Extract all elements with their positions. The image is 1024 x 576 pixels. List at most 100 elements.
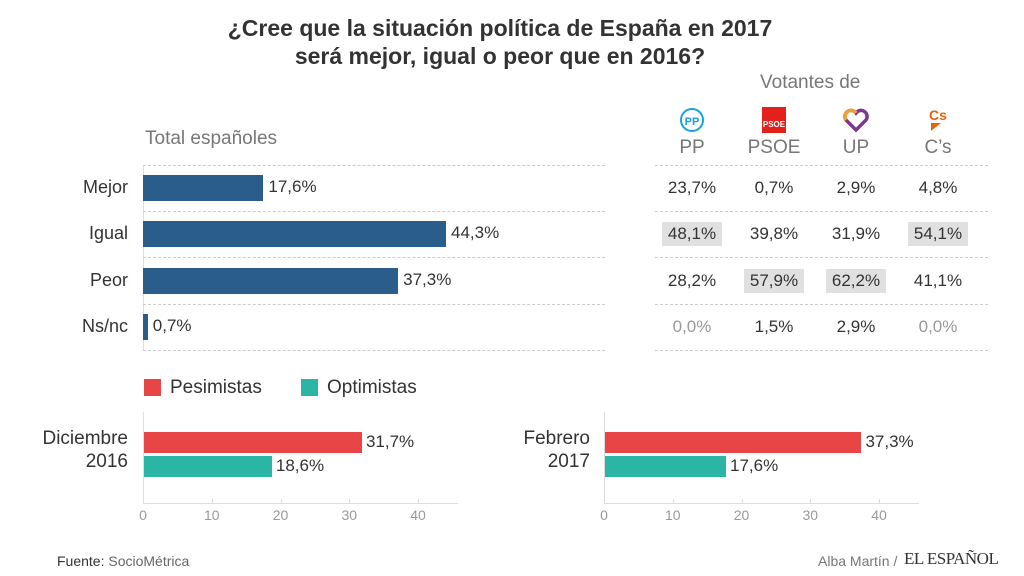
x-tick [604,499,605,504]
psoe-logo-icon: PSOE [760,107,788,133]
bar-igual [143,221,446,247]
bar-value-label: 17,6% [268,177,317,196]
legend-label-pesimistas: Pesimistas [170,377,262,398]
bar-value-label: 0,7% [152,316,192,335]
row-divider [655,350,988,351]
x-tick-label: 10 [203,507,220,523]
bar-mejor [143,175,264,201]
bar-optimistas [605,456,726,477]
row-divider [655,257,988,258]
title-line-2: será mejor, igual o peor que en 2016? [294,43,706,69]
source: Fuente: SocioMétrica [57,553,189,569]
row-divider [655,165,988,166]
table-cell: 57,9% [744,269,804,293]
category-label: 2016 [85,451,128,472]
row-divider [655,211,988,212]
x-tick [143,499,144,504]
x-axis [604,503,919,504]
row-divider [143,304,605,305]
source-value: SocioMétrica [108,553,190,569]
bar-value-label: 37,3% [865,432,914,451]
x-tick-label: 30 [341,507,358,523]
x-tick [349,499,351,504]
x-tick-label: 0 [600,507,608,523]
legend-swatch-optimistas [301,379,318,396]
x-tick-label: 20 [733,507,750,523]
category-label: 2017 [547,451,590,472]
legend-label-optimistas: Optimistas [327,377,417,398]
bar-pesimistas [605,432,862,453]
table-cell: 0,0% [672,317,712,336]
chart-title: ¿Cree que la situación política de Españ… [0,14,1000,70]
table-cell: 31,9% [831,224,881,243]
category-label: Igual [88,223,128,243]
table-cell: 28,2% [667,271,717,290]
svg-text:PSOE: PSOE [763,120,786,129]
row-divider [143,350,605,351]
x-tick [418,499,419,504]
table-cell: 41,1% [913,271,963,290]
total-subtitle: Total españoles [145,128,278,149]
x-tick-label: 20 [272,507,289,523]
category-label: Mejor [82,177,128,197]
legend-swatch-pesimistas [144,379,161,396]
x-tick [741,499,743,504]
row-divider [143,165,605,166]
bar-value-label: 44,3% [451,223,500,242]
table-cell: 48,1% [662,222,722,246]
author: Alba Martín / [818,553,898,569]
y-axis [143,412,144,504]
title-line-1: ¿Cree que la situación política de Españ… [227,15,773,41]
bar-peor [143,268,399,294]
category-label: Peor [89,270,128,290]
bar-value-label: 31,7% [365,432,415,451]
svg-text:PP: PP [685,116,700,128]
x-tick-label: 40 [410,507,426,523]
x-tick-label: 30 [802,507,819,523]
column-header: C’s [924,137,952,158]
bar-value-label: 18,6% [275,456,325,475]
x-tick-label: 0 [139,507,147,523]
x-tick [211,499,213,504]
table-cell: 23,7% [667,178,717,197]
table-cell: 62,2% [826,269,886,293]
table-cell: 1,5% [754,317,794,336]
table-cell: 54,1% [908,222,968,246]
bar-value-label: 37,3% [403,270,452,289]
table-cell: 0,0% [918,317,958,336]
table-cell: 2,9% [836,317,876,336]
source-label: Fuente: [57,553,105,569]
el-espanol-logo: EL ESPAÑOL [904,549,999,568]
table-cell: 0,7% [754,178,794,197]
x-tick [672,499,674,504]
bar-pesimistas [144,432,362,453]
category-label: Ns/nc [81,316,128,336]
pp-logo-icon: PP [678,107,706,133]
bar-nsnc [143,314,148,340]
x-tick [879,499,880,504]
x-tick [280,499,282,504]
x-tick-label: 40 [871,507,887,523]
x-tick [810,499,812,504]
column-header: PP [679,137,705,158]
category-label: Febrero [523,428,590,449]
table-cell: 39,8% [749,224,799,243]
category-label: Diciembre [42,428,128,449]
column-header: UP [842,137,870,158]
votantes-subtitle: Votantes de [760,72,861,93]
table-cell: 2,9% [836,178,876,197]
x-tick-label: 10 [664,507,681,523]
row-divider [143,211,605,212]
svg-text:Cs: Cs [929,107,947,123]
up-heart-icon [842,107,870,133]
bar-value-label: 17,6% [730,456,779,475]
column-header: PSOE [747,137,801,158]
cs-logo-icon: Cs [924,107,952,133]
table-cell: 4,8% [918,178,958,197]
row-divider [143,257,605,258]
x-axis [143,503,458,504]
y-axis [604,412,605,504]
row-divider [655,304,988,305]
bar-optimistas [144,456,272,477]
